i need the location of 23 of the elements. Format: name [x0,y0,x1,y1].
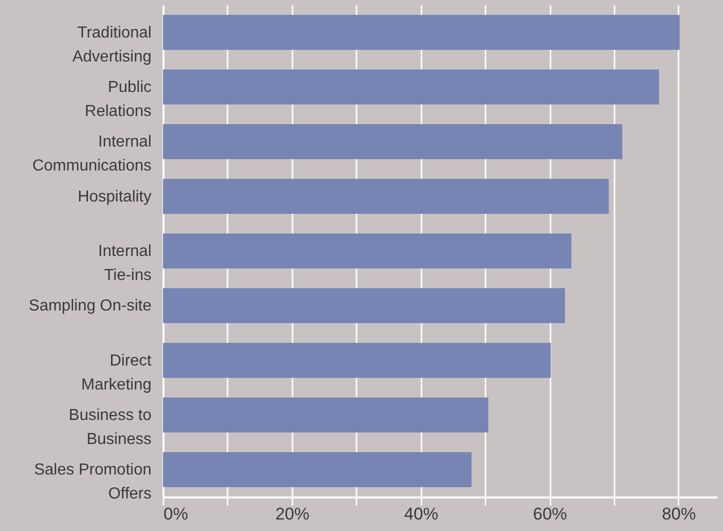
x-tick-label: 80% [662,504,696,524]
bar [163,124,622,160]
y-tick-label: Direct Marketing [81,352,152,394]
bar [163,70,660,104]
x-tick-label: 60% [532,504,568,524]
bar [163,178,609,214]
y-tick-label: Sampling On-site [28,298,152,315]
y-tick-label: Sales Promotion Offers [34,462,152,503]
y-tick-label: Public Relations [84,79,152,120]
y-tick-label: Hospitality [78,188,152,206]
y-tick-label: Traditional Advertising [72,24,152,66]
bar [163,14,680,50]
y-tick-label: Internal Tie-ins [98,243,152,284]
x-tick-label: 20% [275,504,310,524]
y-tick-label: Internal Communications [32,134,152,175]
bar [163,452,472,488]
bar [163,398,488,432]
bar [163,234,572,268]
y-tick-label: Business to Business [68,407,152,448]
x-tick-label: 40% [404,504,438,524]
bar [163,288,565,324]
x-tick-label: 0% [164,504,188,524]
bar [163,342,551,378]
